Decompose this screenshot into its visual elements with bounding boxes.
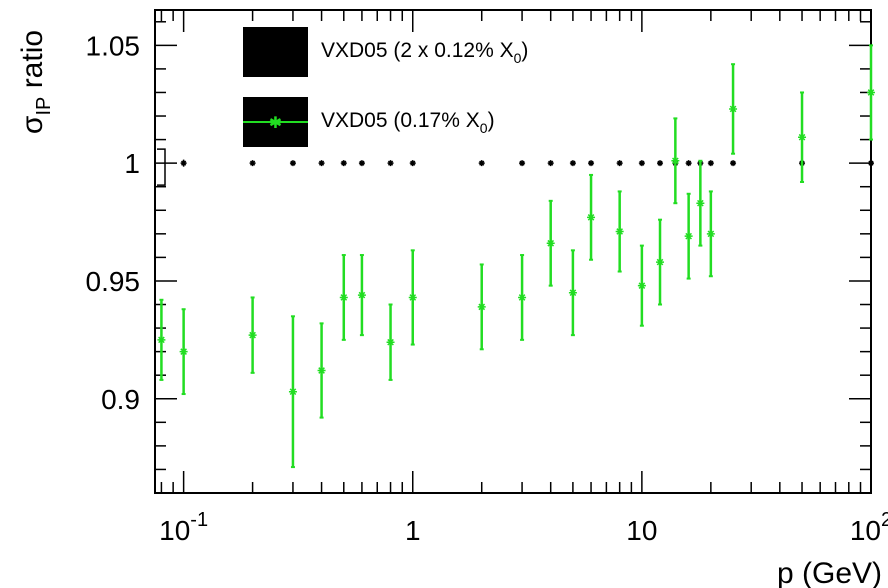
y-tick-label: 0.9 (101, 384, 140, 415)
data-point (588, 160, 595, 167)
data-point (357, 291, 366, 300)
data-point (569, 160, 576, 167)
data-point (707, 160, 714, 167)
legend-label-main: VXD05 (2 x 0.12% X (321, 39, 514, 62)
y-tick-label: 1 (124, 148, 140, 179)
x-tick-label-base: 10 (626, 515, 657, 546)
legend-label-end: ) (521, 39, 528, 62)
bracket-mark (157, 148, 166, 186)
data-point (696, 199, 705, 208)
data-point (671, 156, 680, 165)
data-point (684, 232, 693, 241)
data-point (729, 104, 738, 113)
data-point (637, 281, 646, 290)
plot-frame (154, 9, 872, 494)
data-point (249, 160, 256, 167)
legend-label-vxd05-017: VXD05 (0.17% X0) (321, 109, 495, 136)
x-tick-label: 1 (405, 515, 421, 546)
data-point (340, 160, 347, 167)
data-series (157, 44, 875, 469)
x-tick-label-exponent: 2 (881, 509, 888, 531)
data-point (248, 331, 257, 340)
y-axis-title: σIP ratio (16, 30, 55, 134)
x-tick-labels: 10-1 1 10 102 (159, 509, 888, 546)
data-point (587, 213, 596, 222)
data-point (546, 239, 555, 248)
x-tick-label: 102 (850, 509, 888, 546)
y-axis-title-rest: ratio (16, 30, 49, 97)
data-point (386, 338, 395, 347)
data-point (477, 302, 486, 311)
data-point (798, 133, 807, 142)
x-tick-label-base: 10 (159, 515, 190, 546)
data-point (179, 347, 188, 356)
data-point (339, 293, 348, 302)
data-point (518, 293, 527, 302)
data-point (867, 88, 875, 97)
series-vxd05-017 (157, 44, 875, 469)
data-point (157, 335, 166, 344)
y-tick-label: 0.95 (86, 266, 141, 297)
data-point (519, 160, 526, 167)
y-tick-label: 1.05 (86, 30, 141, 61)
x-tick-label-base: 1 (405, 515, 421, 546)
data-point (358, 160, 365, 167)
x-tick-label: 10 (626, 515, 657, 546)
data-point (685, 160, 692, 167)
legend-label-sub: 0 (514, 50, 522, 66)
x-tick-label-base: 10 (850, 515, 881, 546)
data-point (409, 160, 416, 167)
data-point (656, 258, 665, 267)
y-axis-title-subscript: IP (33, 97, 55, 116)
data-point (289, 160, 296, 167)
data-point (615, 227, 624, 236)
data-point (408, 293, 417, 302)
legend-label-end: ) (488, 109, 495, 132)
legend-swatch-vxd05-2x012 (243, 27, 308, 77)
data-point (730, 160, 737, 167)
data-point (616, 160, 623, 167)
data-point (318, 160, 325, 167)
legend: VXD05 (2 x 0.12% X0) ✱ VXD05 (0.17% X0) (243, 27, 528, 147)
data-point (568, 288, 577, 297)
legend-marker-vxd05-017: ✱ (269, 113, 282, 132)
data-point (547, 160, 554, 167)
x-tick-label-exponent: -1 (190, 509, 208, 531)
data-point (180, 160, 187, 167)
x-axis-title: p (GeV) (777, 557, 882, 588)
data-point (868, 160, 874, 167)
legend-label-main: VXD05 (0.17% X (321, 109, 480, 132)
data-point (657, 160, 664, 167)
data-point (288, 387, 297, 396)
data-point (706, 229, 715, 238)
data-point (478, 160, 485, 167)
data-point (387, 160, 394, 167)
y-tick-labels: 0.9 0.95 1 1.05 (86, 30, 141, 414)
data-point (638, 160, 645, 167)
legend-label-vxd05-2x012: VXD05 (2 x 0.12% X0) (321, 39, 528, 66)
legend-label-sub: 0 (480, 120, 488, 136)
y-axis-title-sigma: σ (16, 115, 49, 134)
data-point (317, 366, 326, 375)
x-tick-label: 10-1 (159, 509, 208, 546)
